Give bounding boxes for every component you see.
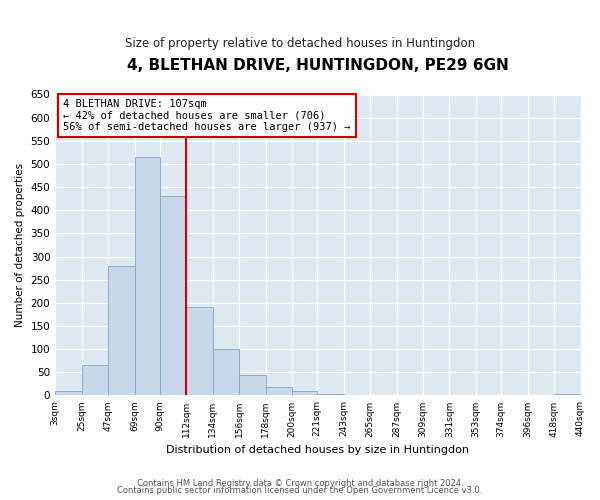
Bar (212, 349, 239, 396)
Bar (82, 366, 108, 396)
Bar (554, 394, 581, 396)
Y-axis label: Number of detached properties: Number of detached properties (15, 163, 25, 327)
Bar (239, 374, 266, 396)
Bar (292, 391, 317, 396)
Text: Contains HM Land Registry data © Crown copyright and database right 2024.: Contains HM Land Registry data © Crown c… (137, 478, 463, 488)
Bar (55, 391, 82, 396)
Bar (317, 394, 344, 396)
Text: 4 BLETHAN DRIVE: 107sqm
← 42% of detached houses are smaller (706)
56% of semi-d: 4 BLETHAN DRIVE: 107sqm ← 42% of detache… (63, 99, 350, 132)
Bar (134, 157, 160, 396)
X-axis label: Distribution of detached houses by size in Huntingdon: Distribution of detached houses by size … (166, 445, 469, 455)
Text: Contains public sector information licensed under the Open Government Licence v3: Contains public sector information licen… (118, 486, 482, 495)
Bar (266, 387, 292, 396)
Bar (186, 308, 212, 396)
Bar (108, 266, 134, 396)
Title: 4, BLETHAN DRIVE, HUNTINGDON, PE29 6GN: 4, BLETHAN DRIVE, HUNTINGDON, PE29 6GN (127, 58, 509, 72)
Text: Size of property relative to detached houses in Huntingdon: Size of property relative to detached ho… (125, 38, 475, 51)
Bar (160, 196, 186, 396)
